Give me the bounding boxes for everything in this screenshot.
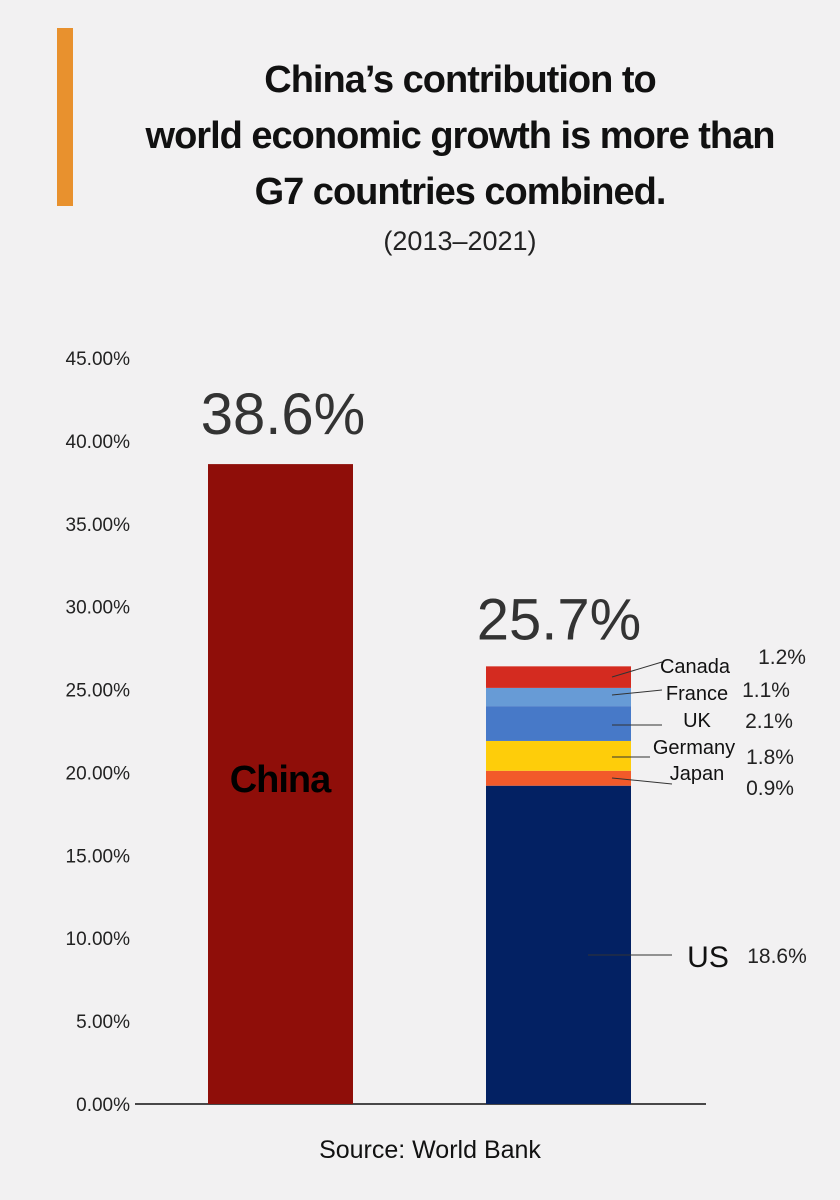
bar-total-label: 38.6%: [201, 382, 365, 447]
bar-segment-france: [486, 687, 631, 707]
y-tick-label: 15.00%: [66, 846, 131, 867]
segment-value-japan: 0.9%: [746, 777, 794, 800]
accent-bar: [57, 28, 73, 206]
segment-name-germany: Germany: [653, 737, 735, 759]
title-line-2: world economic growth is more than: [145, 115, 776, 157]
leader-line-france: [611, 689, 663, 696]
title-line-3: G7 countries combined.: [254, 171, 667, 213]
leader-line-canada: [611, 661, 663, 678]
y-tick-label: 45.00%: [66, 349, 131, 370]
segment-name-us: US: [687, 941, 729, 974]
title-line-1: China’s contribution to: [264, 59, 656, 101]
segment-name-uk: UK: [683, 710, 711, 732]
bar-inner-label: China: [230, 759, 332, 801]
y-tick-label: 5.00%: [76, 1012, 130, 1033]
bar-segment-japan: [486, 770, 631, 786]
bar-segment-canada: [486, 666, 631, 688]
chart-subtitle: (2013–2021): [383, 226, 537, 256]
segment-value-us: 18.6%: [747, 945, 807, 968]
source-note: Source: World Bank: [319, 1136, 541, 1164]
y-tick-label: 30.00%: [66, 598, 131, 619]
segment-value-france: 1.1%: [742, 679, 790, 702]
y-tick-label: 20.00%: [66, 763, 131, 784]
bar-segment-uk: [486, 706, 631, 741]
y-tick-label: 25.00%: [66, 681, 131, 702]
bar-segment-us: [486, 785, 631, 1104]
segment-name-canada: Canada: [660, 656, 731, 678]
segment-value-germany: 1.8%: [746, 746, 794, 769]
y-tick-label: 10.00%: [66, 929, 131, 950]
segment-name-japan: Japan: [670, 763, 725, 785]
segment-value-canada: 1.2%: [758, 646, 806, 669]
leader-line-japan: [611, 777, 673, 785]
bar-segment-germany: [486, 740, 631, 771]
y-tick-label: 40.00%: [66, 432, 131, 453]
y-tick-label: 0.00%: [76, 1095, 130, 1116]
y-tick-label: 35.00%: [66, 515, 131, 536]
segment-name-france: France: [666, 683, 728, 705]
segment-value-uk: 2.1%: [745, 710, 793, 733]
bar-total-label: 25.7%: [477, 587, 641, 652]
chart-title: China’s contribution to world economic g…: [80, 52, 840, 220]
bar-segment-china: [208, 464, 353, 1104]
